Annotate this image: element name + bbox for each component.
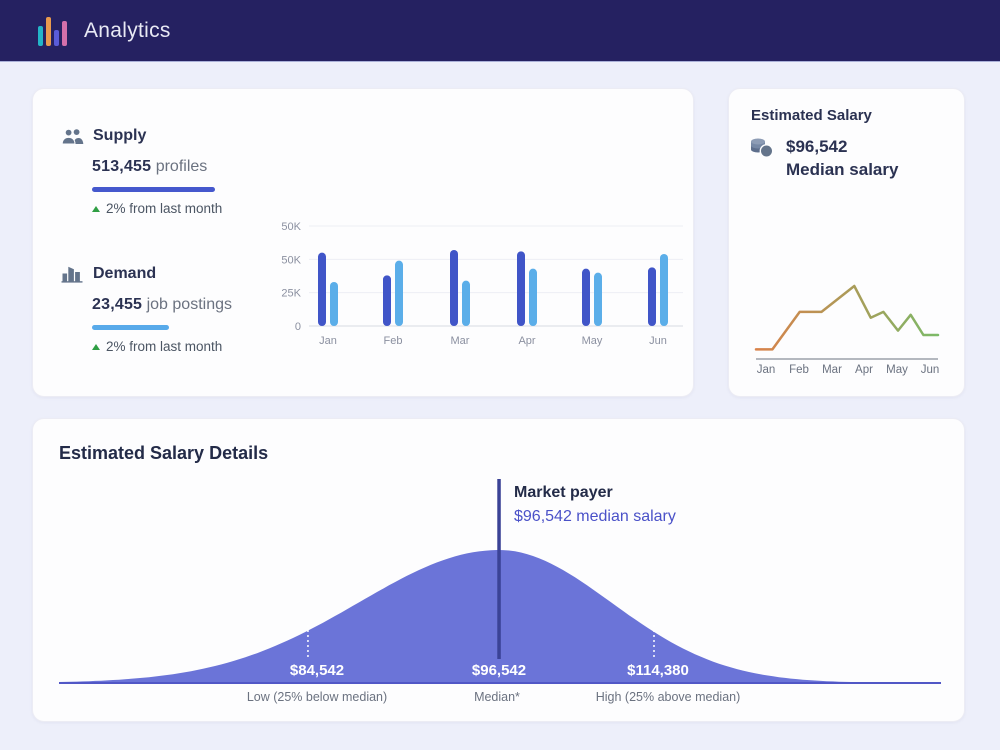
median-salary-value: $96,542 xyxy=(786,137,848,156)
demand-stat-block: Demand 23,455 job postings 2% from last … xyxy=(61,265,232,354)
supply-demand-bar-chart: 0 25K 50K 50K Jan Feb Mar Apr May Jun xyxy=(281,221,683,347)
people-icon xyxy=(61,128,84,144)
trend-up-icon xyxy=(92,343,100,350)
estimated-salary-title: Estimated Salary xyxy=(751,107,872,124)
svg-text:0: 0 xyxy=(295,321,301,333)
svg-text:May: May xyxy=(886,364,908,376)
svg-text:Jan: Jan xyxy=(757,364,776,376)
trend-up-icon xyxy=(92,205,100,212)
supply-progress xyxy=(92,187,215,192)
estimated-salary-card: Estimated Salary $96,542 Median salary J… xyxy=(728,88,965,397)
demand-unit: job postings xyxy=(146,296,232,313)
svg-text:Jun: Jun xyxy=(921,364,940,376)
market-payer-annotation: Market payer $96,542 median salary xyxy=(514,481,676,529)
supply-progress-fill xyxy=(92,187,215,192)
buildings-icon xyxy=(61,266,83,283)
app-title: Analytics xyxy=(84,18,171,42)
svg-text:Jan: Jan xyxy=(319,335,337,347)
svg-text:Apr: Apr xyxy=(855,364,873,376)
supply-demand-card: Supply 513,455 profiles 2% from last mon… xyxy=(32,88,694,397)
demand-value: 23,455 job postings xyxy=(92,296,232,313)
supply-title: Supply xyxy=(93,127,147,144)
svg-text:25K: 25K xyxy=(281,288,301,300)
analytics-logo-icon xyxy=(38,16,67,46)
demand-title: Demand xyxy=(93,265,157,282)
svg-text:Mar: Mar xyxy=(822,364,842,376)
median-salary-marker-value: $96,542 xyxy=(471,662,527,679)
svg-text:Feb: Feb xyxy=(789,364,809,376)
salary-trend-chart: Jan Feb Mar Apr May Jun xyxy=(754,284,940,376)
supply-unit: profiles xyxy=(155,158,208,175)
salary-details-title: Estimated Salary Details xyxy=(59,443,269,463)
high-salary-value: $114,380 xyxy=(627,662,689,679)
coins-icon xyxy=(751,138,774,158)
supply-stat-block: Supply 513,455 profiles 2% from last mon… xyxy=(61,127,222,216)
svg-text:May: May xyxy=(582,335,603,347)
salary-details-card: Estimated Salary Details Market payer $9… xyxy=(32,418,965,722)
low-salary-caption: Low (25% below median) xyxy=(246,690,388,704)
svg-text:Feb: Feb xyxy=(384,335,403,347)
market-payer-label: Market payer xyxy=(514,484,613,501)
median-salary-label: Median salary xyxy=(786,160,899,179)
market-payer-value: $96,542 median salary xyxy=(514,508,676,525)
median-salary-caption: Median* xyxy=(474,690,520,704)
low-salary-value: $84,542 xyxy=(289,662,345,679)
svg-text:50K: 50K xyxy=(281,221,301,233)
demand-trend: 2% from last month xyxy=(92,339,232,354)
svg-text:Apr: Apr xyxy=(518,335,535,347)
supply-value: 513,455 profiles xyxy=(92,158,208,175)
demand-progress-fill xyxy=(92,325,170,330)
top-navbar: Analytics xyxy=(0,0,1000,62)
svg-text:Jun: Jun xyxy=(649,335,667,347)
high-salary-caption: High (25% above median) xyxy=(595,690,741,704)
supply-trend: 2% from last month xyxy=(92,201,222,216)
svg-text:50K: 50K xyxy=(281,254,301,266)
demand-progress xyxy=(92,325,215,330)
svg-text:Mar: Mar xyxy=(451,335,470,347)
salary-distribution-chart xyxy=(59,479,941,684)
